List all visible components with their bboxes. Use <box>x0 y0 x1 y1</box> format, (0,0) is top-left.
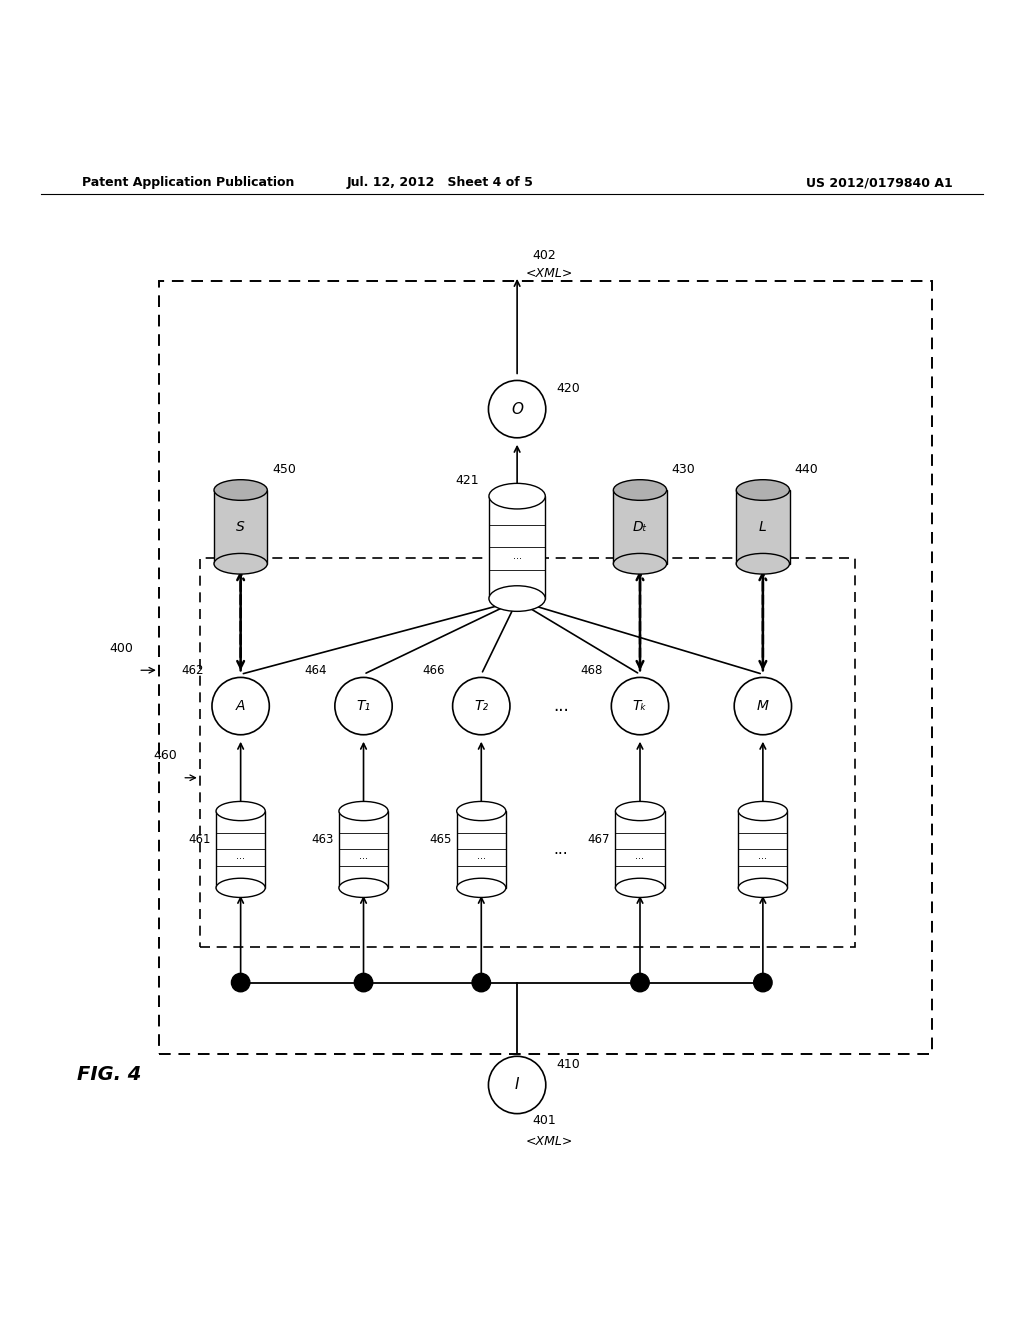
Text: Patent Application Publication: Patent Application Publication <box>82 177 294 189</box>
Bar <box>214 490 267 564</box>
Ellipse shape <box>457 878 506 898</box>
Text: 450: 450 <box>272 463 296 477</box>
Circle shape <box>488 380 546 438</box>
Text: 461: 461 <box>188 833 211 846</box>
Ellipse shape <box>738 801 787 821</box>
Text: ...: ... <box>759 850 767 861</box>
Ellipse shape <box>736 553 790 574</box>
Text: 465: 465 <box>429 833 452 846</box>
Circle shape <box>631 973 649 991</box>
Circle shape <box>488 1056 546 1114</box>
Text: ...: ... <box>636 850 644 861</box>
Ellipse shape <box>613 479 667 500</box>
Text: 468: 468 <box>581 664 603 677</box>
Circle shape <box>354 973 373 991</box>
Text: Tₖ: Tₖ <box>633 700 647 713</box>
Text: ...: ... <box>513 550 521 561</box>
Text: S: S <box>237 520 245 533</box>
Circle shape <box>453 677 510 735</box>
Text: 421: 421 <box>455 474 478 487</box>
Bar <box>489 496 545 598</box>
Bar <box>738 810 787 888</box>
Ellipse shape <box>214 479 267 500</box>
Circle shape <box>754 973 772 991</box>
Text: US 2012/0179840 A1: US 2012/0179840 A1 <box>806 177 952 189</box>
Circle shape <box>231 973 250 991</box>
Text: 466: 466 <box>422 664 444 677</box>
Ellipse shape <box>613 553 667 574</box>
Circle shape <box>611 677 669 735</box>
Bar <box>216 810 265 888</box>
Ellipse shape <box>216 878 265 898</box>
Ellipse shape <box>339 878 388 898</box>
Circle shape <box>472 973 490 991</box>
Bar <box>613 490 667 564</box>
Text: <XML>: <XML> <box>525 268 572 280</box>
Text: ...: ... <box>237 850 245 861</box>
Bar <box>339 810 388 888</box>
Ellipse shape <box>216 801 265 821</box>
Circle shape <box>335 677 392 735</box>
Text: <XML>: <XML> <box>525 1135 572 1148</box>
Text: FIG. 4: FIG. 4 <box>77 1065 141 1084</box>
Circle shape <box>212 677 269 735</box>
Text: 410: 410 <box>556 1059 580 1071</box>
Ellipse shape <box>339 801 388 821</box>
Ellipse shape <box>489 483 545 510</box>
Circle shape <box>734 677 792 735</box>
Ellipse shape <box>615 878 665 898</box>
Ellipse shape <box>457 801 506 821</box>
Text: 463: 463 <box>311 833 334 846</box>
Text: L: L <box>759 520 767 533</box>
Ellipse shape <box>489 586 545 611</box>
Text: 401: 401 <box>532 1114 556 1127</box>
Text: 400: 400 <box>110 642 133 655</box>
Bar <box>736 490 790 564</box>
Text: ...: ... <box>359 850 368 861</box>
Text: 420: 420 <box>556 383 580 395</box>
Text: 464: 464 <box>304 664 327 677</box>
Text: 460: 460 <box>154 750 177 763</box>
Text: Jul. 12, 2012   Sheet 4 of 5: Jul. 12, 2012 Sheet 4 of 5 <box>347 177 534 189</box>
Text: Dₜ: Dₜ <box>633 520 647 533</box>
Text: 402: 402 <box>532 249 556 261</box>
Text: I: I <box>515 1077 519 1093</box>
Bar <box>615 810 665 888</box>
Text: ...: ... <box>554 842 568 857</box>
Ellipse shape <box>214 553 267 574</box>
Text: A: A <box>236 700 246 713</box>
Text: 430: 430 <box>672 463 695 477</box>
Ellipse shape <box>736 479 790 500</box>
Text: 440: 440 <box>795 463 818 477</box>
Bar <box>457 810 506 888</box>
Text: T₁: T₁ <box>356 700 371 713</box>
Text: M: M <box>757 700 769 713</box>
Text: 462: 462 <box>181 664 204 677</box>
Text: O: O <box>511 401 523 417</box>
Text: 467: 467 <box>588 833 610 846</box>
Ellipse shape <box>615 801 665 821</box>
Text: ...: ... <box>553 697 569 715</box>
Text: T₂: T₂ <box>474 700 488 713</box>
Text: ...: ... <box>477 850 485 861</box>
Ellipse shape <box>738 878 787 898</box>
